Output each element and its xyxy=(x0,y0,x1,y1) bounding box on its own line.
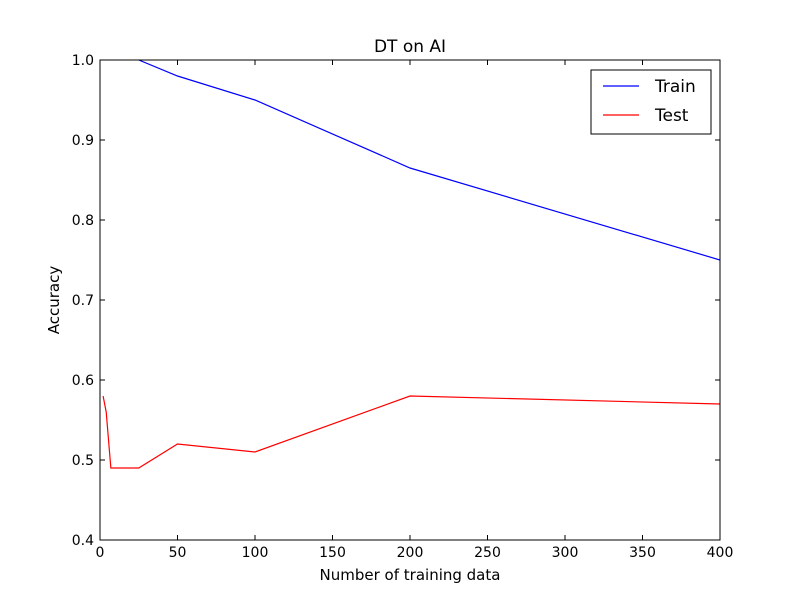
y-tick-label: 0.5 xyxy=(72,453,94,469)
x-tick-label: 50 xyxy=(169,545,187,561)
y-axis-label: Accuracy xyxy=(45,266,63,335)
y-tick-label: 0.7 xyxy=(72,293,94,309)
x-tick-label: 150 xyxy=(319,545,346,561)
series-line-train xyxy=(138,60,720,261)
legend-box xyxy=(590,69,712,135)
x-tick-label: 200 xyxy=(397,545,424,561)
y-tick-label: 0.6 xyxy=(72,373,94,389)
y-tick-label: 0.4 xyxy=(72,533,94,549)
x-tick-label: 0 xyxy=(96,545,105,561)
y-tick-label: 0.9 xyxy=(72,133,94,149)
y-tick-label: 0.8 xyxy=(72,213,94,229)
x-tick-label: 350 xyxy=(629,545,656,561)
x-tick-label: 100 xyxy=(242,545,269,561)
x-tick-label: 400 xyxy=(707,545,734,561)
chart-marks: 0 50 100 150 200 250 300 350 400 0.4 0.5 0.6 0.7 0.8 0… xyxy=(72,53,734,561)
y-tick-label: 1.0 xyxy=(72,53,94,69)
x-tick-label: 250 xyxy=(474,545,501,561)
chart-title: DT on AI xyxy=(374,37,446,57)
legend-label-test: Test xyxy=(654,106,689,126)
x-axis-label: Number of training data xyxy=(320,566,501,584)
series-line-test xyxy=(102,395,720,469)
legend-label-train: Train xyxy=(654,77,696,97)
x-tick-label: 300 xyxy=(552,545,579,561)
